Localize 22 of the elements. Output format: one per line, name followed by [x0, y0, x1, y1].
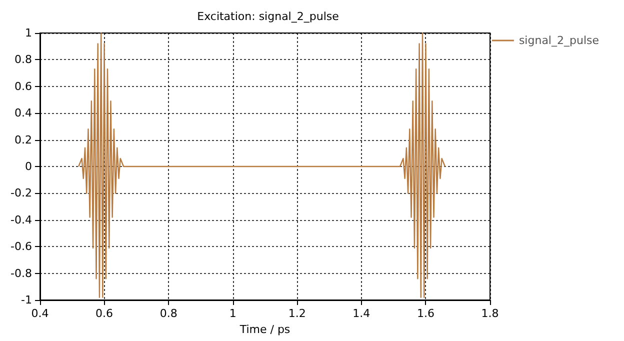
x-tick-label: 1 — [229, 307, 236, 320]
chart-title: Excitation: signal_2_pulse — [197, 10, 340, 23]
x-tick-label: 1.4 — [352, 307, 370, 320]
y-tick-label: -1 — [21, 294, 32, 306]
y-tick-label: 0.6 — [14, 80, 32, 93]
y-tick-label: 1 — [25, 26, 32, 40]
y-tick-label: -0.2 — [10, 186, 32, 200]
x-tick-label: 0.8 — [160, 307, 178, 320]
y-tick-label: 0.4 — [14, 106, 32, 120]
x-tick-label: 0.6 — [96, 307, 114, 320]
y-tick-label: 0 — [25, 160, 32, 173]
y-tick-label: -0.8 — [10, 266, 32, 280]
y-tick-label: -0.4 — [10, 213, 32, 226]
x-tick-label: 1.6 — [416, 307, 434, 320]
x-tick-label: 1.8 — [481, 307, 499, 320]
x-tick-label: 1.2 — [288, 307, 306, 320]
y-tick-label: 0.8 — [14, 53, 32, 66]
y-tick-label: -0.6 — [10, 240, 32, 254]
x-axis-title: Time / ps — [238, 322, 290, 336]
line-series — [78, 32, 446, 298]
legend-label: signal_2_pulse — [518, 34, 600, 47]
y-tick-label: 0.2 — [14, 133, 32, 146]
